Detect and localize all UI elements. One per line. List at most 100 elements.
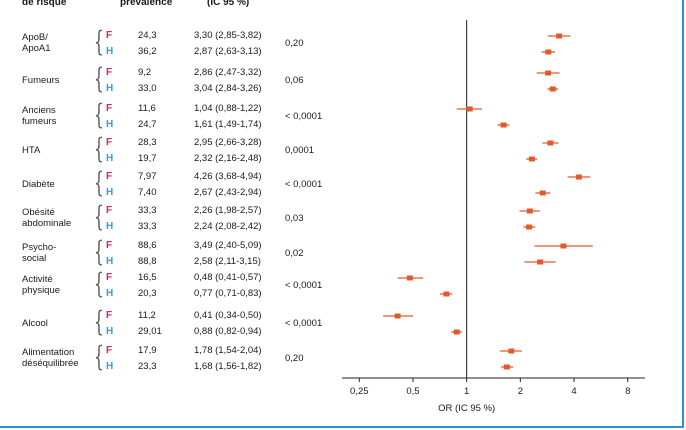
or-marker-h: [500, 122, 507, 128]
sex-label-h: H: [106, 288, 114, 299]
p-value: < 0,0001: [285, 280, 323, 291]
sex-label-h: H: [106, 361, 114, 372]
risk-factor-label: Fumeurs: [22, 74, 60, 86]
risk-factor-label: Alimentation: [22, 347, 75, 358]
risk-factor-label: abdominale: [22, 218, 72, 229]
or-ci-value: 2,26 (1,98-2,57): [194, 205, 262, 216]
brace-icon: {: [94, 25, 104, 58]
brace-icon: {: [94, 267, 104, 300]
p-value: < 0,0001: [285, 179, 323, 190]
brace-icon: {: [94, 305, 104, 338]
brace-icon: {: [94, 200, 104, 233]
prevalence-value: 33,3: [138, 205, 157, 216]
p-value: 0,20: [285, 353, 304, 364]
sex-label-h: H: [106, 221, 114, 232]
x-tick-label: 8: [625, 386, 630, 397]
x-tick-label: 0,25: [350, 386, 369, 397]
prevalence-value: 24,7: [138, 119, 157, 130]
risk-factor-label: Psycho-: [22, 242, 57, 253]
sex-label-f: F: [106, 67, 113, 78]
or-ci-value: 3,30 (2,85-3,82): [194, 30, 262, 41]
or-ci-value: 3,04 (2,84-3,26): [194, 83, 262, 94]
sex-label-f: F: [106, 345, 113, 356]
p-value: 0,06: [285, 75, 304, 86]
sex-label-h: H: [106, 83, 114, 94]
prevalence-value: 28,3: [138, 137, 157, 148]
prevalence-value: 7,40: [138, 187, 157, 198]
sex-label-f: F: [106, 30, 113, 41]
brace-icon: {: [94, 98, 104, 131]
prevalence-value: 11,6: [138, 103, 156, 114]
p-value: 0,20: [285, 38, 304, 49]
or-marker-f: [466, 106, 473, 112]
sex-label-h: H: [106, 256, 114, 267]
or-marker-h: [503, 364, 510, 370]
brace-icon: {: [94, 340, 104, 373]
prevalence-value: 17,9: [138, 345, 157, 356]
or-ci-value: 1,78 (1,54-2,04): [194, 345, 262, 356]
or-ci-value: 0,48 (0,41-0,57): [194, 272, 262, 283]
or-ci-value: 1,04 (0,88-1,22): [194, 103, 262, 114]
sex-label-f: F: [106, 272, 113, 283]
x-tick-label: 0,5: [406, 386, 419, 397]
risk-factor-label: physique: [22, 285, 61, 296]
p-value: < 0,0001: [285, 111, 323, 122]
sex-label-f: F: [106, 240, 113, 251]
or-marker-h: [453, 329, 460, 335]
prevalence-value: 11,2: [138, 310, 156, 321]
sex-label-h: H: [106, 326, 114, 337]
risk-factor-label: HTA: [22, 144, 41, 156]
prevalence-value: 24,3: [138, 30, 157, 41]
header-factor: de risque: [22, 0, 67, 8]
prevalence-value: 88,8: [138, 256, 157, 267]
header-ci: (IC 95 %): [207, 0, 250, 8]
risk-factor-label: Alcool: [22, 317, 48, 329]
sex-label-h: H: [106, 187, 114, 198]
or-ci-value: 2,58 (2,11-3,15): [194, 256, 261, 267]
or-ci-value: 0,77 (0,71-0,83): [194, 288, 262, 299]
p-value: 0,02: [285, 248, 304, 259]
or-ci-value: 2,32 (2,16-2,48): [194, 153, 262, 164]
sex-label-h: H: [106, 46, 114, 57]
prevalence-value: 9,2: [138, 67, 152, 78]
or-marker-f: [575, 174, 582, 180]
x-tick-label: 2: [518, 386, 523, 397]
or-marker-h: [539, 190, 546, 196]
or-ci-value: 3,49 (2,40-5,09): [194, 240, 262, 251]
risk-factor-label: fumeurs: [22, 116, 57, 127]
p-value: 0,0001: [285, 145, 315, 156]
or-ci-value: 2,87 (2,63-3,13): [194, 46, 262, 57]
or-ci-value: 0,41 (0,34-0,50): [194, 310, 262, 321]
x-tick-label: 4: [571, 386, 576, 397]
risk-factor-label: déséquilibrée: [22, 358, 79, 369]
x-axis-label: OR (IC 95 %): [438, 403, 495, 414]
or-marker-f: [547, 140, 554, 146]
or-marker-f: [556, 33, 563, 39]
or-ci-value: 4,26 (3,68-4,94): [194, 171, 262, 182]
p-value: < 0,0001: [285, 318, 323, 329]
or-marker-h: [545, 49, 552, 55]
risk-factor-label: Diabète: [22, 178, 55, 190]
prevalence-value: 29,01: [138, 326, 162, 337]
prevalence-value: 20,3: [138, 288, 157, 299]
prevalence-value: 16,5: [138, 272, 157, 283]
prevalence-value: 7,97: [138, 171, 157, 182]
sex-label-f: F: [106, 103, 113, 114]
prevalence-value: 19,7: [138, 153, 157, 164]
or-marker-f: [508, 348, 515, 354]
risk-factor-label: Activité: [22, 274, 53, 285]
or-ci-value: 2,67 (2,43-2,94): [194, 187, 262, 198]
or-marker-f: [560, 243, 567, 249]
or-marker-f: [394, 313, 401, 319]
prevalence-value: 33,3: [138, 221, 157, 232]
or-marker-f: [406, 275, 413, 281]
brace-icon: {: [94, 235, 104, 268]
risk-factor-label: ApoA1: [22, 43, 51, 54]
risk-factor-label: social: [22, 253, 47, 264]
prevalence-value: 23,3: [138, 361, 157, 372]
brace-icon: {: [94, 166, 104, 199]
sex-label-h: H: [106, 119, 114, 130]
or-ci-value: 2,24 (2,08-2,42): [194, 221, 262, 232]
risk-factor-label: ApoB/: [22, 32, 48, 43]
